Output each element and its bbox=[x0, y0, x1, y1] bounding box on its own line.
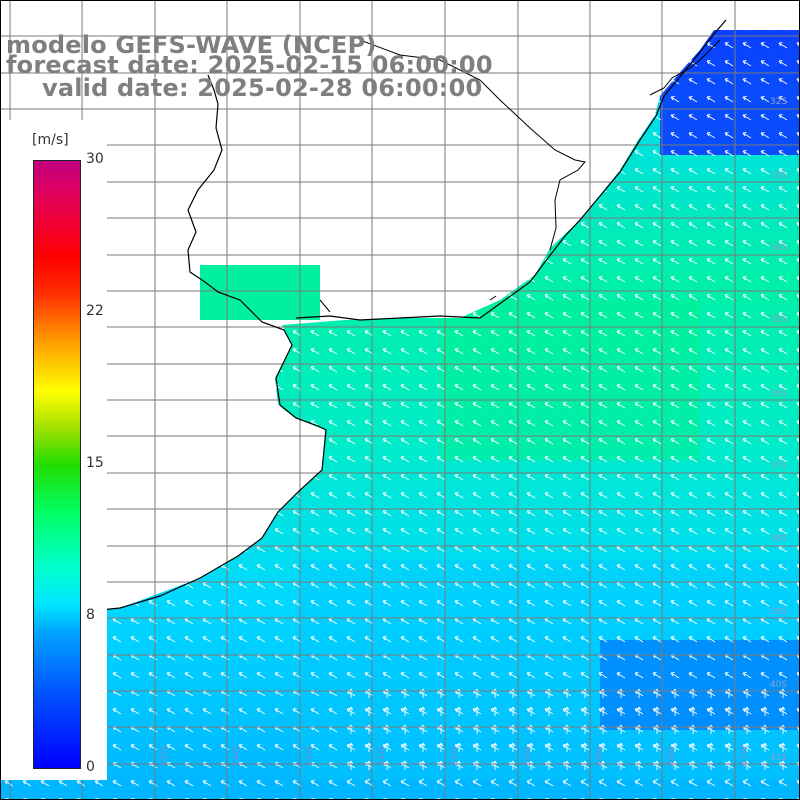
legend-tick-30: 30 bbox=[86, 151, 104, 167]
lat-label: 38S bbox=[770, 534, 787, 544]
coastline bbox=[0, 74, 327, 621]
wind-arrows-southern bbox=[340, 680, 800, 780]
lat-label: 33S bbox=[770, 171, 787, 181]
legend-tick-0: 0 bbox=[86, 759, 95, 775]
title-valid-date: valid date: 2025-02-28 06:00:00 bbox=[42, 74, 483, 102]
lon-label: 53W bbox=[305, 746, 315, 766]
lat-label: 39S bbox=[770, 607, 787, 617]
lon-label: 52W bbox=[377, 746, 387, 766]
lon-label: 47W bbox=[740, 746, 750, 766]
lat-label: 35S bbox=[770, 315, 787, 325]
coastline-east bbox=[295, 19, 727, 321]
lat-label: 36S bbox=[770, 389, 787, 399]
lon-label: 55W bbox=[160, 746, 170, 766]
legend-unit: [m/s] bbox=[32, 132, 69, 148]
inland-river bbox=[319, 295, 497, 313]
latitude-labels: 32S 33S 34S 35S 36S 37S 38S 39S 40S 41S bbox=[770, 97, 787, 763]
lagoon-outline bbox=[359, 39, 586, 251]
lagoon-outline-north bbox=[649, 39, 721, 96]
lon-label: 54W bbox=[232, 746, 242, 766]
lon-label: 51W bbox=[450, 746, 460, 766]
title-model: modelo GEFS-WAVE (NCEP) bbox=[6, 31, 377, 59]
lat-label: 37S bbox=[770, 461, 787, 471]
legend-tick-8: 8 bbox=[86, 607, 95, 623]
title-forecast-date: forecast date: 2025-02-15 06:00:00 bbox=[6, 51, 493, 79]
lat-label: 34S bbox=[770, 243, 787, 253]
lon-label: 49W bbox=[595, 746, 605, 766]
color-scale-bar bbox=[33, 160, 81, 769]
lat-label: 41S bbox=[770, 753, 787, 763]
legend-tick-22: 22 bbox=[86, 303, 104, 319]
lat-label: 32S bbox=[770, 97, 787, 107]
lon-label: 48W bbox=[667, 746, 677, 766]
lon-label: 50W bbox=[523, 746, 533, 766]
lat-label: 40S bbox=[770, 680, 787, 690]
legend-tick-15: 15 bbox=[86, 455, 104, 471]
